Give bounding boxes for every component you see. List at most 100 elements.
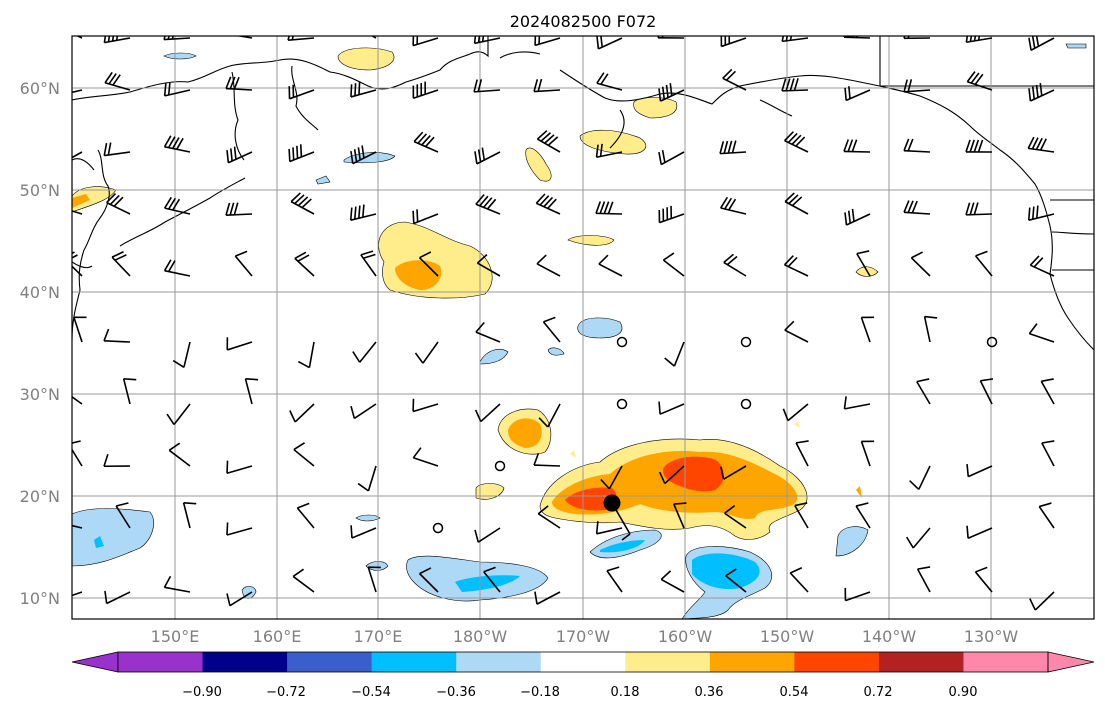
- colorbar-segment: [963, 652, 1049, 672]
- wind-barb: [293, 442, 315, 467]
- wind-barb: [350, 403, 377, 420]
- wind-barb: [965, 202, 993, 216]
- colorbar-tick-label: −0.36: [436, 685, 476, 700]
- coastlines: [72, 36, 1094, 351]
- wind-barb: [413, 131, 439, 153]
- wind-barb: [115, 502, 131, 529]
- wind-barb: [225, 202, 253, 216]
- wind-barb: [297, 341, 315, 369]
- wind-barb: [916, 566, 931, 593]
- colorbar-tick-label: −0.72: [266, 685, 306, 700]
- wind-barb: [72, 251, 83, 277]
- wind-barb: [288, 84, 315, 100]
- wind-barb: [595, 521, 623, 535]
- wind-barb: [412, 447, 439, 467]
- wind-barb: [720, 36, 747, 48]
- wind-barb: [1028, 36, 1055, 51]
- wind-barb: [658, 465, 685, 485]
- wind-barb: [781, 78, 809, 92]
- wind-barb: [725, 568, 747, 593]
- wind-barb: [106, 193, 131, 215]
- wind-barb: [784, 320, 809, 343]
- lon-label: 170°E: [354, 627, 403, 646]
- wind-barb: [598, 254, 623, 277]
- wind-barb: [720, 196, 747, 215]
- wind-barb: [855, 502, 871, 529]
- wind-barb: [475, 322, 501, 343]
- wind-barb: [844, 86, 871, 102]
- lon-label: 160°W: [658, 627, 713, 646]
- wind-barb: [784, 192, 809, 215]
- wind-barb: [720, 465, 747, 480]
- wind-barb: [414, 341, 439, 364]
- lon-label: 130°W: [964, 627, 1019, 646]
- wind-barb: [226, 591, 253, 607]
- wind-barb: [600, 465, 623, 490]
- wind-barb: [537, 505, 561, 529]
- calm-wind-circle: [986, 336, 998, 348]
- wind-barb: [103, 328, 131, 343]
- wind-barb: [122, 377, 137, 405]
- wind-barb: [1040, 378, 1055, 405]
- wind-barb: [72, 524, 83, 529]
- wind-barb: [843, 396, 871, 410]
- wind-barb: [595, 201, 623, 215]
- wind-barb: [789, 566, 809, 593]
- anomaly-shading: [72, 43, 1087, 619]
- wind-barb: [536, 130, 561, 153]
- wind-barb: [287, 36, 315, 41]
- calm-wind-circle: [616, 398, 628, 410]
- colorbar-extend-high: [1047, 651, 1095, 673]
- wind-barb: [1038, 502, 1055, 529]
- wind-barb: [966, 463, 993, 478]
- wind-barb: [226, 146, 253, 164]
- wind-barb: [103, 453, 131, 468]
- graticule: [72, 36, 1094, 619]
- lat-label: 30°N: [20, 385, 60, 404]
- wind-barb: [781, 36, 809, 43]
- wind-barb: [533, 452, 561, 467]
- wind-barb: [296, 502, 315, 529]
- wind-barb: [662, 252, 685, 277]
- map-area: [72, 36, 1094, 619]
- colorbar-segment: [371, 652, 457, 672]
- lat-label: 10°N: [20, 589, 60, 608]
- wind-barb: [535, 193, 561, 215]
- wind-barb: [474, 403, 501, 423]
- wind-barb: [534, 591, 561, 605]
- wind-barb: [419, 567, 439, 593]
- colorbar-segment: [794, 652, 880, 672]
- colorbar-outline: [117, 651, 1049, 673]
- colorbar-tick-label: −0.90: [182, 685, 222, 700]
- wind-barb: [72, 440, 83, 467]
- wind-barb: [412, 81, 439, 100]
- latitude-labels: 60°N 50°N 40°N 30°N 20°N 10°N: [20, 79, 60, 608]
- colorbar-tick-label: 0.72: [864, 685, 893, 700]
- wind-barb: [474, 147, 501, 165]
- wind-barb: [75, 36, 83, 39]
- wind-barb: [168, 442, 191, 467]
- wind-barb: [349, 204, 377, 221]
- wind-barb: [357, 465, 377, 492]
- wind-barb: [905, 527, 931, 549]
- wind-barb: [172, 341, 191, 368]
- calm-wind-circle: [494, 460, 506, 472]
- colorbar-extend-low: [71, 651, 119, 673]
- wind-barb: [289, 403, 315, 423]
- wind-barb: [843, 36, 871, 39]
- wind-barb: [903, 200, 931, 215]
- calm-wind-circle: [740, 336, 752, 348]
- figure-title: 2024082500 F072: [510, 12, 657, 31]
- wind-barb: [288, 144, 315, 163]
- wind-barb: [664, 341, 685, 367]
- colorbar-tick-label: −0.54: [351, 685, 391, 700]
- wind-barb: [72, 89, 83, 94]
- wind-barb: [234, 250, 253, 277]
- storm-center-marker: [603, 494, 621, 512]
- wind-barb: [844, 208, 871, 226]
- wind-barb: [1027, 205, 1055, 221]
- wind-barb: [412, 209, 439, 225]
- wind-barb: [724, 505, 747, 529]
- wind-barb: [412, 36, 439, 47]
- wind-barb: [72, 151, 83, 159]
